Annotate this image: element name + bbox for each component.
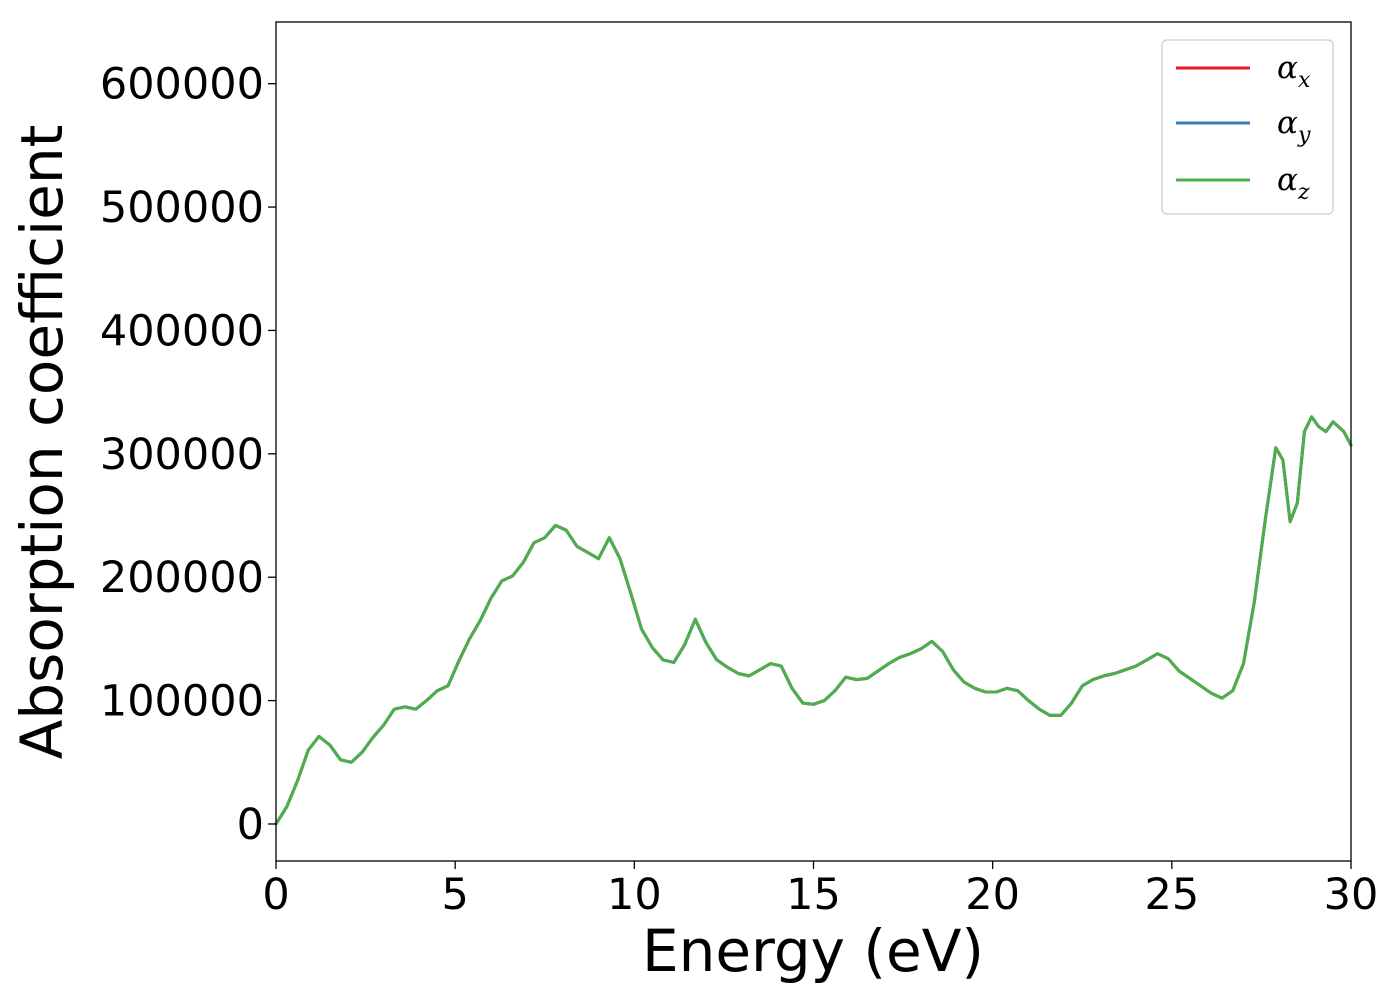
series-layer bbox=[274, 415, 1353, 826]
y-axis-ticks: 0 100000 200000 300000 400000 500000 600000 bbox=[100, 60, 276, 850]
series-line-3 bbox=[274, 415, 1353, 826]
y-axis-title: Absorption coefficient bbox=[8, 125, 76, 760]
legend-label-subscript: x bbox=[1298, 68, 1311, 93]
y-tick-label: 100000 bbox=[100, 677, 264, 727]
y-tick-label: 200000 bbox=[100, 553, 264, 603]
x-tick-label: 25 bbox=[1144, 870, 1199, 920]
x-tick-label: 30 bbox=[1324, 870, 1379, 920]
legend-label-subscript: z bbox=[1297, 180, 1310, 205]
x-axis-ticks: 0 5 10 15 20 25 30 bbox=[262, 861, 1378, 920]
legend-box bbox=[1161, 39, 1334, 215]
x-tick-label: 20 bbox=[965, 870, 1020, 920]
y-tick-label: 500000 bbox=[100, 183, 264, 233]
x-axis-title: Energy (eV) bbox=[642, 917, 984, 985]
legend-label-subscript: y bbox=[1297, 123, 1311, 148]
y-tick-label: 300000 bbox=[100, 430, 264, 480]
y-tick-label: 0 bbox=[237, 800, 264, 850]
x-tick-label: 15 bbox=[786, 870, 841, 920]
x-tick-label: 5 bbox=[441, 870, 468, 920]
y-tick-label: 400000 bbox=[100, 306, 264, 356]
x-tick-label: 0 bbox=[262, 870, 289, 920]
x-tick-label: 10 bbox=[607, 870, 662, 920]
y-tick-label: 600000 bbox=[100, 60, 264, 110]
